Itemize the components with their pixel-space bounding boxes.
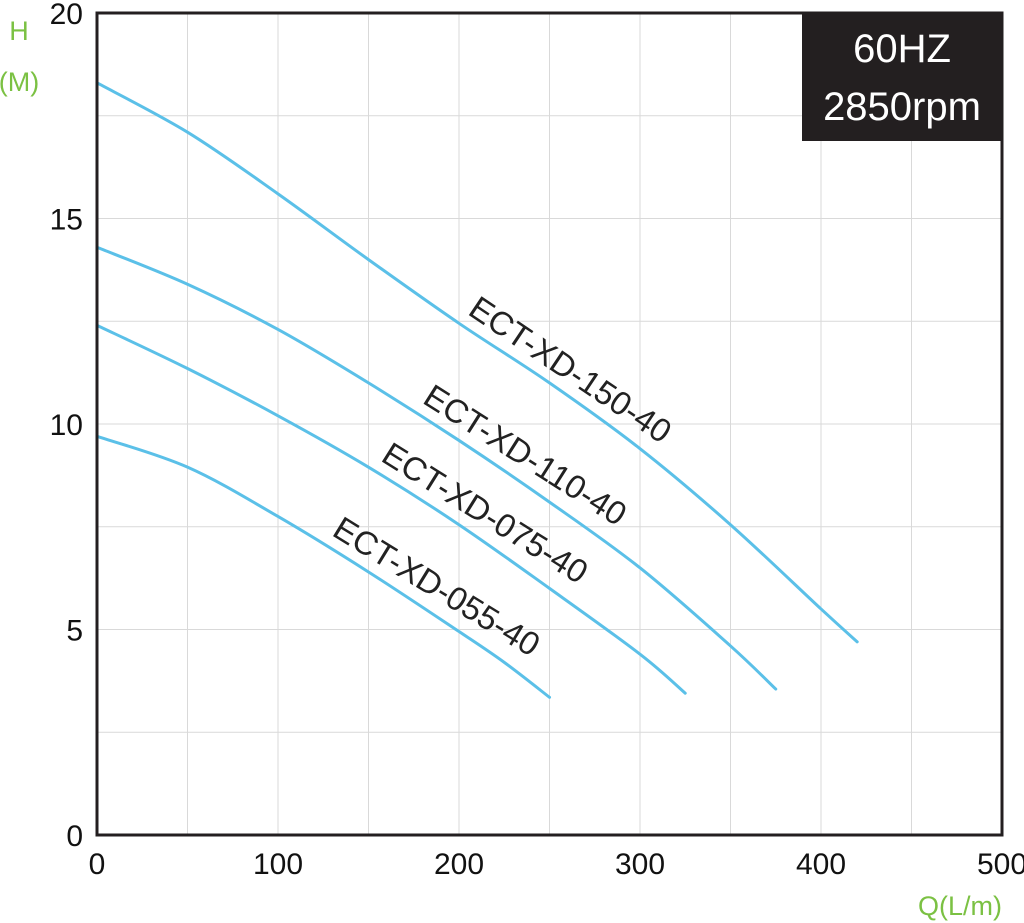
curves [95,81,859,699]
tick-labels: 0 100 200 300 400 500 0 5 10 15 20 [50,0,1024,881]
curve-ect-xd-110-40 [95,245,778,691]
x-tick-label: 200 [434,848,484,881]
badge-background [802,13,1002,141]
x-axis-label: Q(L/m) [918,891,1002,921]
badge-frequency: 60HZ [853,27,951,71]
curve-labels: ECT-XD-150-40ECT-XD-110-40ECT-XD-075-40E… [327,289,678,664]
badge-rpm: 2850rpm [823,85,981,129]
curve-ect-xd-055-40 [95,434,551,699]
y-tick-label: 5 [66,615,83,648]
x-tick-label: 300 [615,848,665,881]
y-axis-unit: (M) [0,67,39,97]
grid [97,13,1002,835]
curve-ect-xd-075-40 [95,323,687,695]
x-tick-label: 400 [796,848,846,881]
x-tick-label: 0 [89,848,106,881]
x-tick-label: 500 [977,848,1024,881]
speed-badge: 60HZ 2850rpm [802,13,1002,141]
curve-ect-xd-150-40 [95,81,859,644]
y-axis-label: H [9,16,29,46]
plot-frame [95,11,1004,837]
x-tick-label: 100 [253,848,303,881]
y-tick-label: 15 [50,204,83,237]
y-tick-label: 0 [66,820,83,853]
y-tick-label: 20 [50,0,83,31]
y-tick-label: 10 [50,409,83,442]
